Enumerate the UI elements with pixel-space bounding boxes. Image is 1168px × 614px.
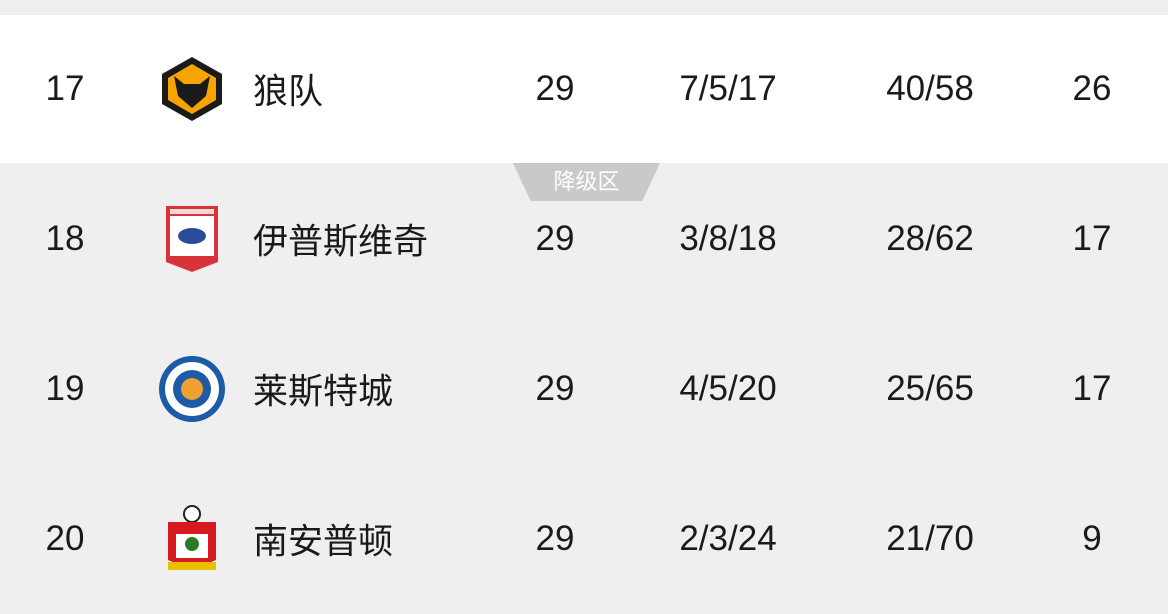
team-name: 伊普斯维奇 (253, 222, 429, 263)
points: 17 (1072, 219, 1112, 258)
win-draw-loss: 3/8/18 (679, 219, 777, 258)
goals: 25/65 (886, 369, 974, 408)
rank: 17 (45, 69, 85, 108)
table-row[interactable]: 17 狼队 29 7/5/17 40/58 26 (0, 15, 1168, 163)
southampton-crest-icon (168, 505, 216, 570)
team-name: 莱斯特城 (253, 372, 394, 413)
goals: 40/58 (886, 69, 974, 108)
table-row[interactable]: 19 莱斯特城 29 4/5/20 25/65 17 (0, 314, 1168, 464)
goals: 21/70 (886, 519, 974, 558)
leicester-crest-icon (159, 356, 225, 422)
played: 29 (535, 219, 575, 258)
team-name: 南安普顿 (253, 522, 394, 563)
win-draw-loss: 2/3/24 (679, 519, 777, 558)
table-row[interactable]: 20 南安普顿 29 2/3/24 21/70 9 (0, 464, 1168, 614)
points: 26 (1072, 69, 1112, 108)
wolves-crest-icon (162, 57, 222, 121)
rank: 18 (45, 219, 85, 258)
points: 17 (1072, 369, 1112, 408)
table-row[interactable]: 18 伊普斯维奇 29 3/8/18 28/62 17 (0, 164, 1168, 314)
goals: 28/62 (886, 219, 974, 258)
played: 29 (535, 519, 575, 558)
played: 29 (535, 369, 575, 408)
rank: 20 (45, 519, 85, 558)
points: 9 (1082, 519, 1102, 558)
team-name: 狼队 (253, 72, 324, 113)
rank: 19 (45, 369, 85, 408)
win-draw-loss: 4/5/20 (679, 369, 777, 408)
relegation-zone-label: 降级区 (513, 163, 660, 201)
win-draw-loss: 7/5/17 (679, 69, 777, 108)
ipswich-crest-icon (166, 206, 218, 272)
played: 29 (535, 69, 575, 108)
